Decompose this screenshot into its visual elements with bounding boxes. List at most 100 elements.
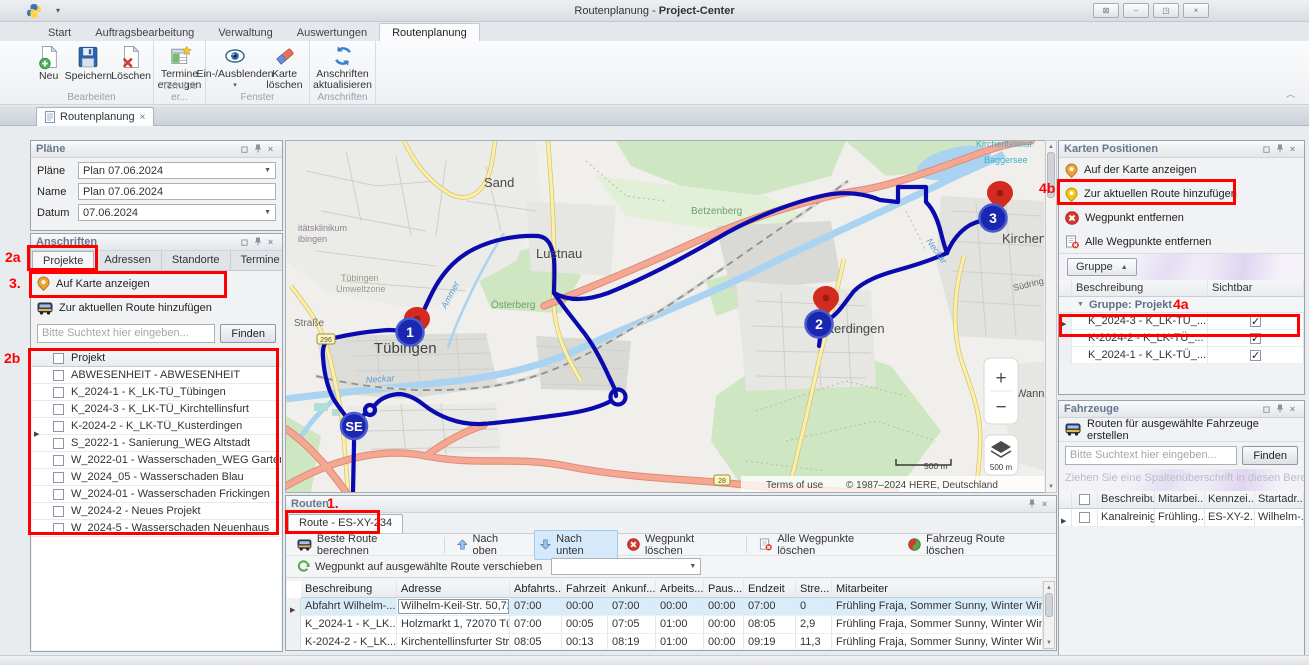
marker-2[interactable]: 2: [815, 316, 823, 332]
marker-3[interactable]: 3: [989, 210, 997, 226]
alle-wegpunkte-entfernen-button[interactable]: Alle Wegpunkte entfernen: [1059, 230, 1304, 254]
select-all-checkbox[interactable]: [1079, 494, 1090, 505]
projekt-checkbox[interactable]: [52, 454, 64, 466]
fahrzeug-row[interactable]: Kanalreinig... Frühling... ES-XY-2... Wi…: [1059, 509, 1304, 527]
col-beschreibung[interactable]: Beschreibung: [1072, 280, 1208, 297]
ribbon-tab-routenplanung[interactable]: Routenplanung: [379, 23, 480, 41]
karten-position-row[interactable]: K_2024-3 - K_LK-TÜ_...: [1059, 313, 1304, 330]
pin-panel-icon[interactable]: [1273, 144, 1286, 155]
routen-column-header[interactable]: Beschreibung: [301, 581, 397, 598]
auf-karte-anzeigen-button[interactable]: Auf Karte anzeigen: [31, 271, 282, 296]
ribbon-tab-auftragsbearbeitung[interactable]: Auftragsbearbeitung: [95, 27, 195, 39]
nach-oben-button[interactable]: Nach oben: [452, 531, 531, 559]
map-markers[interactable]: 1 2 3 SE: [339, 181, 1013, 441]
routen-column-header[interactable]: Stre...: [796, 581, 832, 598]
close-panel-icon[interactable]: ×: [1289, 144, 1296, 154]
tab-termine[interactable]: Termine: [231, 251, 291, 270]
cell-adresse[interactable]: Kirchentellinsfurter Stra...: [397, 634, 510, 649]
close-panel-icon[interactable]: ×: [1041, 499, 1048, 509]
col-startadresse[interactable]: Startadr...: [1255, 491, 1304, 509]
route-tab[interactable]: Route - ES-XY-234: [288, 514, 404, 533]
routen-erstellen-button[interactable]: Routen für ausgewählte Fahrzeuge erstell…: [1059, 418, 1304, 442]
name-input[interactable]: Plan 07.06.2024: [78, 183, 276, 200]
projekt-checkbox[interactable]: [52, 505, 64, 517]
col-kennzeichen[interactable]: Kennzei...: [1205, 491, 1255, 509]
sichtbar-checkbox[interactable]: [1250, 348, 1261, 363]
anschriften-search-input[interactable]: Bitte Suchtext hier eingeben...: [37, 324, 216, 343]
col-mitarbeiter[interactable]: Mitarbei...: [1155, 491, 1205, 509]
marker-1[interactable]: 1: [406, 324, 414, 340]
col-sichtbar[interactable]: Sichtbar: [1208, 280, 1304, 297]
fahrzeug-checkbox[interactable]: [1079, 512, 1090, 523]
projekt-checkbox[interactable]: [52, 488, 64, 500]
plaene-combo[interactable]: Plan 07.06.2024 ▼: [78, 162, 276, 179]
fahrzeug-route-loeschen-button[interactable]: Fahrzeug Route löschen: [903, 531, 1050, 559]
neu-button[interactable]: Neu: [32, 43, 65, 91]
tab-projekte[interactable]: Projekte: [32, 251, 95, 270]
anschriften-aktualisieren-button[interactable]: Anschriften aktualisieren: [312, 43, 373, 91]
projekt-checkbox[interactable]: [52, 403, 64, 415]
sichtbar-checkbox[interactable]: [1250, 314, 1261, 329]
projekt-row[interactable]: W_2024-01 - Wasserschaden Frickingen: [32, 486, 281, 503]
window-special-button[interactable]: ⊠: [1093, 3, 1119, 18]
select-all-checkbox[interactable]: [52, 352, 64, 364]
routen-column-header[interactable]: Arbeits...: [656, 581, 704, 598]
routen-column-header[interactable]: Adresse: [397, 581, 510, 598]
projekt-row[interactable]: ABWESENHEIT - ABWESENHEIT: [32, 367, 281, 384]
tab-standorte[interactable]: Standorte: [162, 251, 231, 270]
routen-table-row[interactable]: Abfahrt Wilhelm-... Wilhelm-Keil-Str. 50…: [287, 598, 1043, 616]
projekt-checkbox[interactable]: [52, 471, 64, 483]
projekt-row[interactable]: K-2024-2 - K_LK-TÜ_Kusterdingen: [32, 418, 281, 438]
alle-wegpunkte-loeschen-button[interactable]: Alle Wegpunkte löschen: [754, 531, 899, 559]
group-row-projekt[interactable]: ▼ Gruppe: Projekt: [1059, 297, 1304, 313]
col-beschreibung[interactable]: Beschreibu...: [1098, 491, 1155, 509]
ribbon-tab-auswertungen[interactable]: Auswertungen: [296, 27, 368, 39]
routen-table-scrollbar[interactable]: ▲ ▼: [1043, 581, 1055, 649]
pin-panel-icon[interactable]: [1025, 499, 1038, 510]
maximize-panel-icon[interactable]: ◻: [240, 236, 249, 247]
speichern-button[interactable]: Speichern: [65, 43, 112, 91]
pin-panel-icon[interactable]: [251, 237, 264, 248]
routen-column-header[interactable]: Paus...: [704, 581, 744, 598]
routen-column-header[interactable]: Ankunf...: [608, 581, 656, 598]
fahrzeuge-search-input[interactable]: Bitte Suchtext hier eingeben...: [1065, 446, 1238, 465]
layers-control[interactable]: 500 m: [983, 434, 1019, 476]
wegpunkt-loeschen-button[interactable]: Wegpunkt löschen: [622, 531, 739, 559]
zoom-in-button[interactable]: +: [995, 368, 1006, 389]
restore-button[interactable]: ◳: [1153, 3, 1179, 18]
quick-access-dropdown-icon[interactable]: ▾: [56, 6, 61, 15]
projekt-checkbox[interactable]: [52, 420, 64, 432]
projekt-row[interactable]: K_2024-3 - K_LK-TÜ_Kirchtellinsfurt: [32, 401, 281, 418]
karten-position-row[interactable]: K-2024-2 - K_LK-TÜ_...: [1059, 330, 1304, 347]
tab-routenplanung[interactable]: Routenplanung ×: [36, 107, 155, 126]
minimize-button[interactable]: –: [1123, 3, 1149, 18]
termine-erzeugen-button[interactable]: Termine erzeugen: [156, 43, 203, 91]
routen-column-header[interactable]: Fahrzeit: [562, 581, 608, 598]
routen-table-row[interactable]: K_2024-1 - K_LK... Holzmarkt 1, 72070 Tü…: [287, 616, 1043, 634]
projekt-list-header[interactable]: Projekt: [32, 350, 281, 367]
karten-position-row[interactable]: K_2024-1 - K_LK-TÜ_...: [1059, 347, 1304, 364]
scroll-up-icon[interactable]: ▲: [1048, 143, 1054, 150]
projekt-checkbox[interactable]: [52, 522, 64, 534]
close-panel-icon[interactable]: ×: [267, 144, 274, 154]
projekt-checkbox[interactable]: [52, 386, 64, 398]
anschriften-finden-button[interactable]: Finden: [220, 324, 276, 343]
close-tab-icon[interactable]: ×: [139, 111, 146, 123]
projekt-row[interactable]: W_2024_05 - Wasserschaden Blau: [32, 469, 281, 486]
routen-column-header[interactable]: Endzeit: [744, 581, 796, 598]
gruppe-group-button[interactable]: Gruppe ▲: [1067, 258, 1137, 276]
close-button[interactable]: ×: [1183, 3, 1209, 18]
map-vertical-scrollbar[interactable]: ▲ ▼: [1045, 140, 1057, 493]
close-panel-icon[interactable]: ×: [1289, 404, 1296, 414]
marker-se[interactable]: SE: [345, 419, 363, 434]
routen-column-header[interactable]: Abfahrts...: [510, 581, 562, 598]
projekt-row[interactable]: W_2022-01 - Wasserschaden_WEG Gartenstr-…: [32, 452, 281, 469]
karten-table-header[interactable]: Beschreibung Sichtbar: [1059, 280, 1304, 297]
ribbon-tab-start[interactable]: Start: [48, 27, 72, 39]
projekt-row[interactable]: K_2024-1 - K_LK-TÜ_Tübingen: [32, 384, 281, 401]
collapse-ribbon-icon[interactable]: ︿: [1285, 89, 1295, 99]
map-view[interactable]: 296 28 Sand Lustnau Österberg Tübingen T…: [282, 137, 1098, 496]
routen-table-row[interactable]: K-2024-2 - K_LK... Kirchentellinsfurter …: [287, 634, 1043, 649]
nach-unten-button[interactable]: Nach unten: [534, 529, 618, 560]
maximize-panel-icon[interactable]: ◻: [1262, 403, 1271, 414]
